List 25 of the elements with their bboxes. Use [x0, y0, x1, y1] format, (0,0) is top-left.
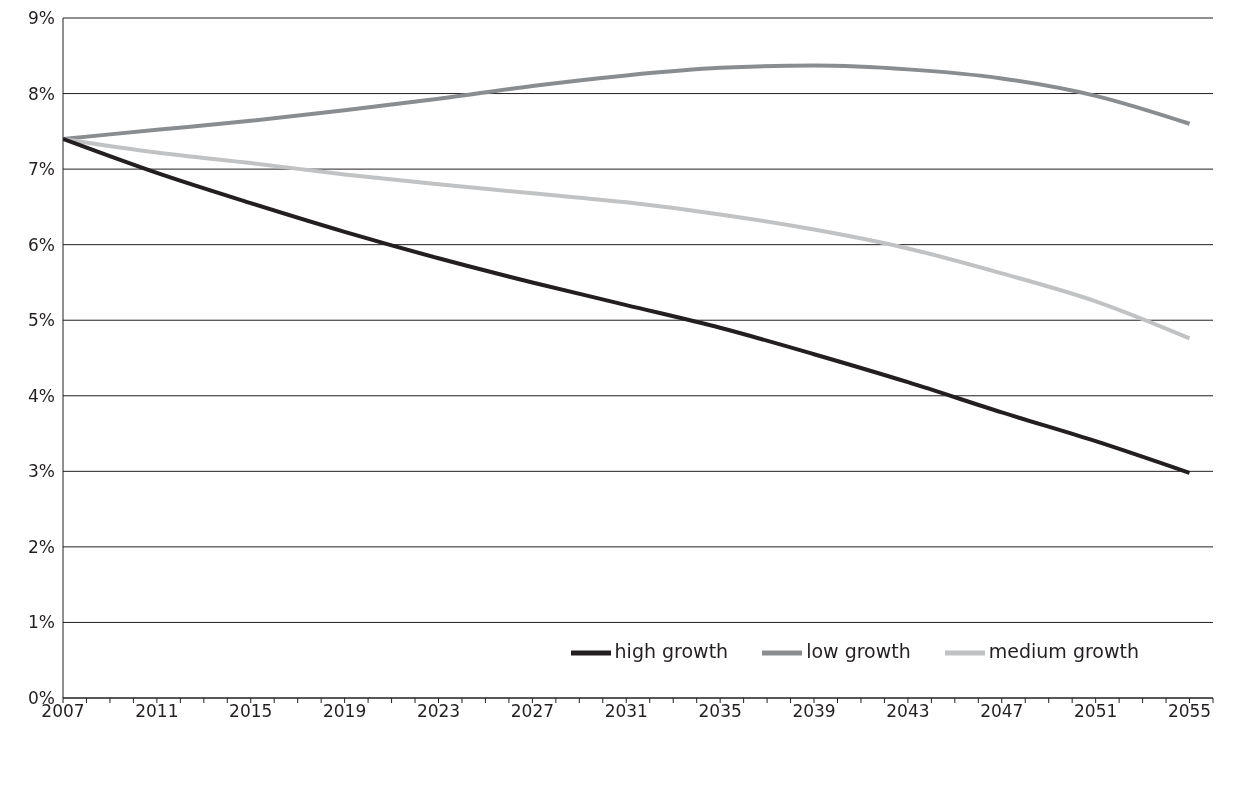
- x-tick-label: 2035: [698, 701, 742, 722]
- y-tick-label: 4%: [28, 385, 55, 406]
- y-tick-label: 7%: [28, 159, 55, 180]
- legend-label: medium growth: [988, 639, 1139, 662]
- x-tick-label: 2047: [980, 701, 1024, 722]
- y-tick-label: 5%: [28, 310, 55, 331]
- legend-label: high growth: [614, 639, 729, 662]
- x-tick-label: 2043: [886, 701, 930, 722]
- x-tick-label: 2031: [604, 701, 648, 722]
- y-tick-label: 6%: [28, 234, 55, 255]
- y-tick-label: 9%: [28, 8, 55, 29]
- x-tick-label: 2051: [1074, 701, 1118, 722]
- x-tick-label: 2011: [135, 701, 179, 722]
- y-tick-label: 1%: [28, 612, 55, 633]
- x-tick-label: 2019: [323, 701, 367, 722]
- x-tick-label: 2023: [416, 701, 461, 722]
- y-tick-label: 8%: [28, 83, 55, 104]
- x-tick-label: 2055: [1167, 701, 1212, 722]
- x-tick-label: 2027: [510, 701, 555, 722]
- x-tick-label: 2039: [792, 701, 836, 722]
- line-series: [63, 136, 1192, 341]
- y-tick-label: 2%: [28, 536, 55, 557]
- legend-label: low growth: [806, 639, 911, 662]
- y-tick-label: 3%: [28, 461, 55, 482]
- x-tick-label: 2015: [229, 701, 273, 722]
